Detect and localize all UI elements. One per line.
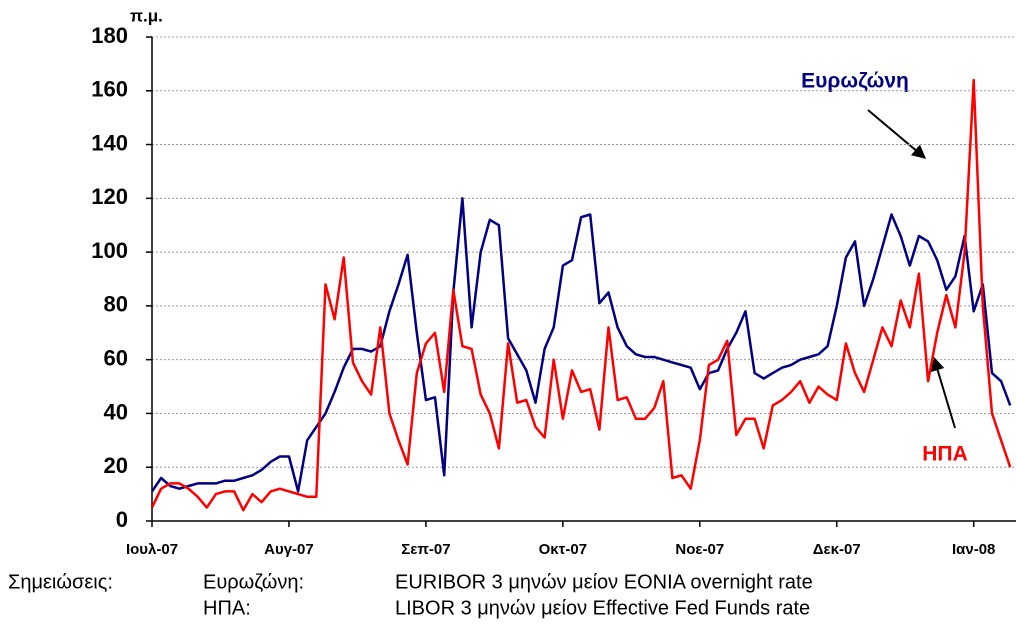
notes-title: Σημειώσεις:	[8, 571, 113, 593]
arrow	[867, 109, 927, 159]
y-tick-label: 80	[104, 292, 128, 317]
note-text: LIBOR 3 μηνών μείον Effective Fed Funds …	[395, 597, 810, 619]
y-tick-label: 160	[91, 77, 128, 102]
y-tick-label: 40	[104, 399, 128, 424]
series-label: ΗΠΑ	[922, 443, 968, 466]
y-tick-label: 100	[91, 238, 128, 263]
x-tick-label: Αυγ-07	[264, 541, 314, 558]
y-tick-label: 180	[91, 23, 128, 48]
y-tick-label: 20	[104, 453, 128, 478]
x-tick-label: Οκτ-07	[539, 541, 587, 558]
y-tick-label: 120	[91, 184, 128, 209]
x-tick-label: Νοε-07	[675, 541, 724, 558]
series-label: Ευρωζώνη	[801, 70, 909, 93]
y-tick-label: 140	[91, 130, 128, 155]
x-tick-label: Σεπ-07	[401, 541, 450, 558]
arrow	[930, 356, 956, 429]
x-tick-label: Δεκ-07	[813, 541, 861, 558]
series-line	[150, 78, 1012, 512]
y-tick-label: 0	[116, 507, 128, 532]
note-label: ΗΠΑ:	[203, 597, 251, 619]
note-label: Ευρωζώνη:	[203, 571, 304, 593]
x-tick-label: Ιαν-08	[952, 541, 995, 558]
note-text: EURIBOR 3 μηνών μείον EONIA overnight ra…	[395, 571, 813, 593]
y-tick-label: 60	[104, 345, 128, 370]
series-line	[150, 197, 1012, 493]
x-tick-label: Ιουλ-07	[126, 541, 178, 558]
y-unit: π.μ.	[130, 6, 163, 25]
